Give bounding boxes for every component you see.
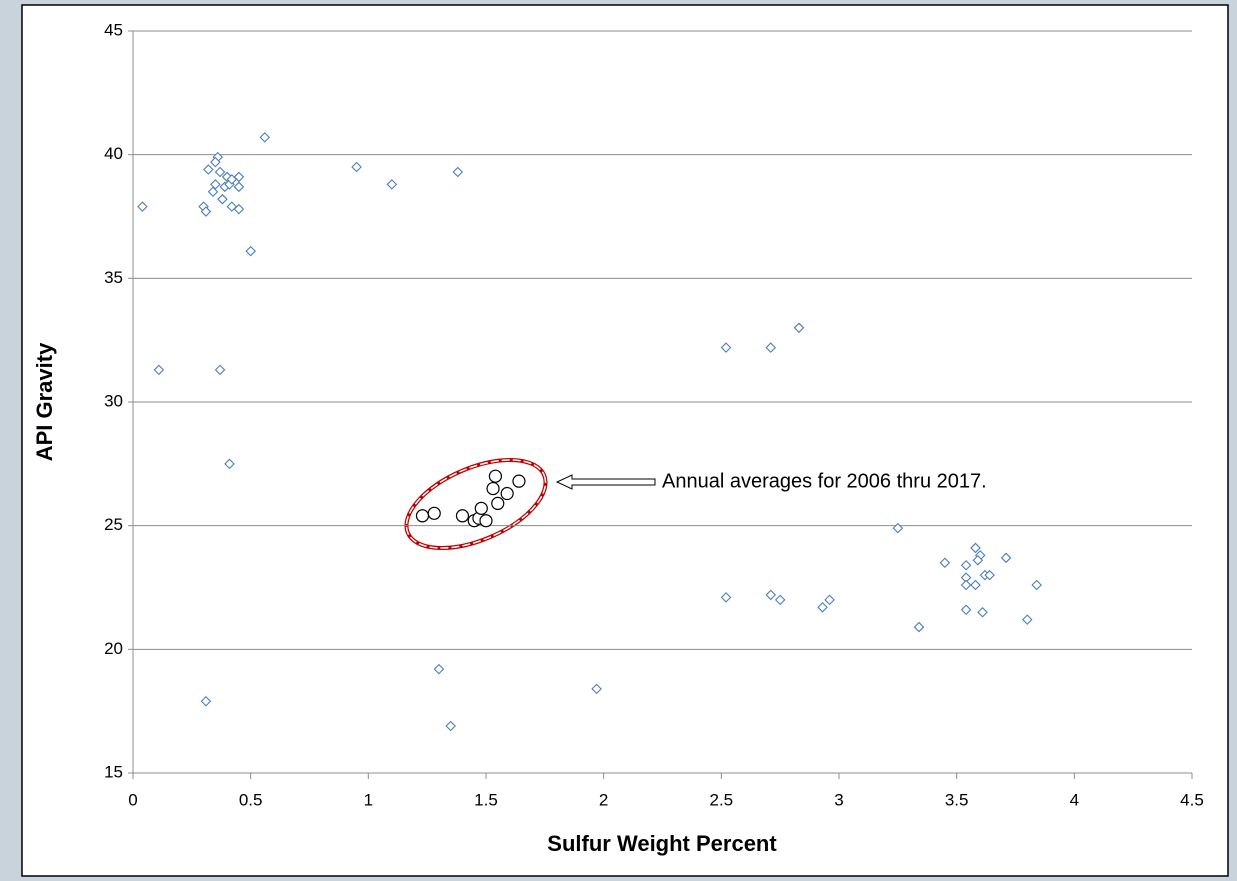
annotation: Annual averages for 2006 thru 2017. xyxy=(662,470,987,492)
x-axis-label: Sulfur Weight Percent xyxy=(547,831,777,856)
x-tick-label: 3.5 xyxy=(945,790,969,809)
point xyxy=(487,483,499,495)
point xyxy=(492,497,504,509)
point xyxy=(501,488,513,500)
y-tick-label: 25 xyxy=(104,515,123,534)
y-axis-label: API Gravity xyxy=(32,342,57,461)
x-tick-label: 4 xyxy=(1070,790,1079,809)
x-tick-label: 1.5 xyxy=(474,790,498,809)
point xyxy=(475,502,487,514)
y-tick-label: 45 xyxy=(104,20,123,39)
point xyxy=(456,510,468,522)
x-tick-label: 1 xyxy=(364,790,373,809)
page: Sulfur Weight Percent API Gravity Annual… xyxy=(0,0,1237,881)
x-tick-label: 4.5 xyxy=(1180,790,1204,809)
x-tick-label: 2.5 xyxy=(710,790,734,809)
point xyxy=(480,515,492,527)
point xyxy=(428,507,440,519)
x-tick-label: 0 xyxy=(128,790,137,809)
point xyxy=(513,475,525,487)
y-tick-label: 35 xyxy=(104,268,123,287)
y-tick-label: 20 xyxy=(104,639,123,658)
y-tick-label: 40 xyxy=(104,144,123,163)
x-tick-label: 3 xyxy=(834,790,843,809)
x-tick-label: 0.5 xyxy=(239,790,263,809)
point xyxy=(416,510,428,522)
chart-frame xyxy=(22,5,1228,876)
y-tick-label: 30 xyxy=(104,391,123,410)
x-tick-label: 2 xyxy=(599,790,608,809)
chart: Sulfur Weight Percent API Gravity Annual… xyxy=(0,0,1237,881)
y-tick-label: 15 xyxy=(104,762,123,781)
point xyxy=(489,470,501,482)
